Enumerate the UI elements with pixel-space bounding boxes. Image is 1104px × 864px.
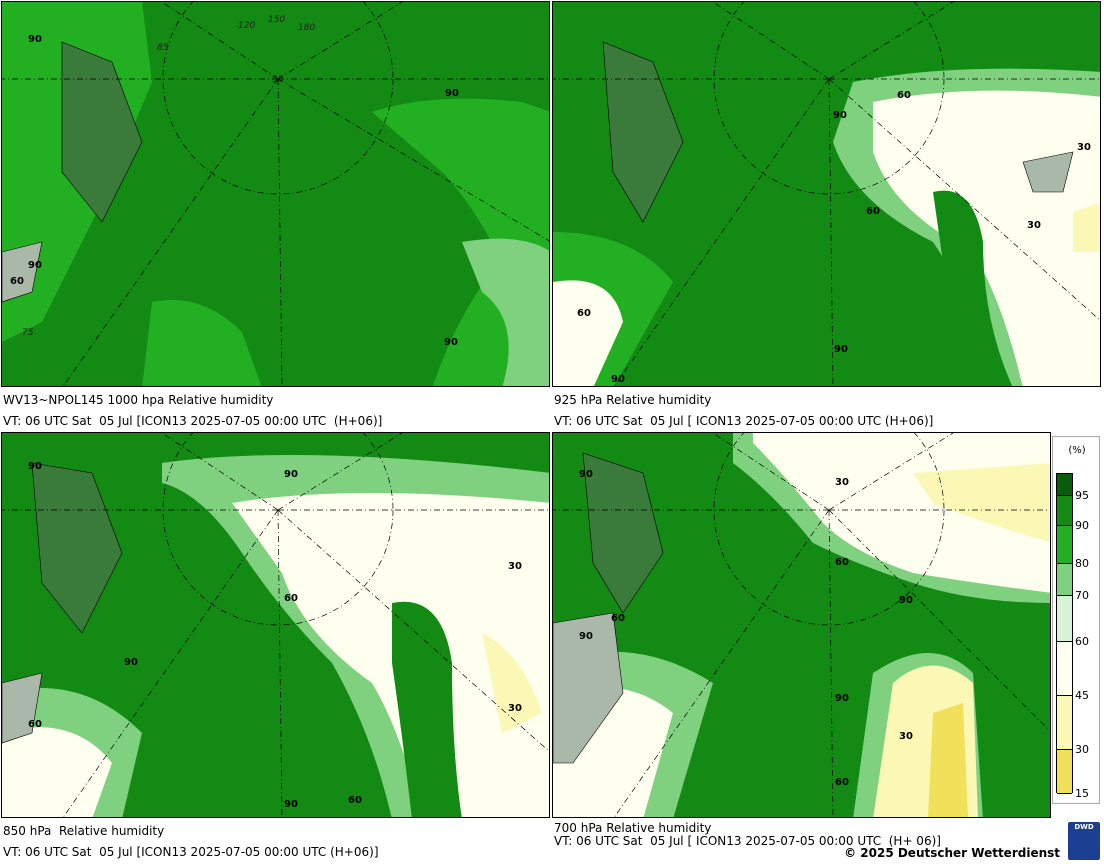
contour-label: 90 bbox=[124, 657, 138, 668]
panel-title: WV13~NPOL145 1000 hpa Relative humidity bbox=[3, 393, 274, 407]
panel-valid-time: VT: 06 UTC Sat 05 Jul [ICON13 2025-07-05… bbox=[3, 414, 383, 428]
legend-tick-label: 30 bbox=[1075, 743, 1089, 756]
humidity-map-850hpa: 90 90 60 30 30 90 60 60 90 bbox=[2, 433, 549, 817]
panel-title: 925 hPa Relative humidity bbox=[554, 393, 712, 407]
contour-label: 90 bbox=[445, 88, 459, 99]
copyright: © 2025 Deutscher Wetterdienst bbox=[844, 846, 1060, 860]
grid-label: 150 bbox=[268, 15, 285, 25]
color-legend: (%) 95 90 80 70 60 45 30 15 bbox=[1052, 436, 1100, 804]
legend-color-bar bbox=[1056, 473, 1073, 794]
grid-label: 85 bbox=[157, 43, 169, 53]
legend-tick-label: 70 bbox=[1075, 589, 1089, 602]
contour-label: 60 bbox=[611, 613, 625, 624]
legend-tick-label: 45 bbox=[1075, 689, 1089, 702]
contour-label: 30 bbox=[835, 477, 849, 488]
contour-label: 60 bbox=[897, 90, 911, 101]
contour-label: 30 bbox=[1077, 142, 1091, 153]
panel-valid-time: VT: 06 UTC Sat 05 Jul [ ICON13 2025-07-0… bbox=[554, 414, 934, 428]
legend-color-segment bbox=[1057, 474, 1072, 496]
legend-color-segment bbox=[1057, 750, 1072, 794]
legend-color-segment bbox=[1057, 526, 1072, 564]
map-panel-925hpa: 60 90 60 30 30 60 90 90 bbox=[552, 1, 1101, 387]
contour-label: 90 bbox=[833, 110, 847, 121]
legend-tick-label: 80 bbox=[1075, 557, 1089, 570]
contour-label: 60 bbox=[835, 777, 849, 788]
contour-label: 90 bbox=[579, 631, 593, 642]
legend-color-segment bbox=[1057, 642, 1072, 696]
panel-valid-time: VT: 06 UTC Sat 05 Jul [ ICON13 2025-07-0… bbox=[554, 834, 941, 848]
humidity-map-700hpa: 90 30 60 90 60 90 90 30 60 bbox=[553, 433, 1050, 817]
contour-label: 60 bbox=[10, 276, 24, 287]
map-panel-700hpa: 90 30 60 90 60 90 90 30 60 bbox=[552, 432, 1051, 818]
panel-title: 850 hPa Relative humidity bbox=[3, 824, 165, 838]
contour-label: 90 bbox=[611, 374, 625, 385]
legend-tick-label: 95 bbox=[1075, 489, 1089, 502]
contour-label: 90 bbox=[284, 799, 298, 810]
panel-valid-time: VT: 06 UTC Sat 05 Jul [ICON13 2025-07-05… bbox=[3, 845, 379, 859]
contour-label: 90 bbox=[899, 595, 913, 606]
contour-label: 30 bbox=[899, 731, 913, 742]
legend-tick-label: 60 bbox=[1075, 635, 1089, 648]
grid-label: 90 bbox=[272, 75, 284, 85]
contour-label: 90 bbox=[444, 337, 458, 348]
grid-label: 120 bbox=[238, 21, 255, 31]
legend-tick-label: 15 bbox=[1075, 787, 1089, 800]
dwd-logo-text: DWD bbox=[1074, 823, 1094, 831]
humidity-map-1000hpa: 120 150 180 90 85 75 90 90 60 90 90 bbox=[2, 2, 549, 386]
contour-label: 90 bbox=[284, 469, 298, 480]
legend-unit: (%) bbox=[1068, 445, 1086, 456]
map-panel-850hpa: 90 90 60 30 30 90 60 60 90 bbox=[1, 432, 550, 818]
contour-label: 60 bbox=[866, 206, 880, 217]
contour-label: 30 bbox=[1027, 220, 1041, 231]
legend-color-segment bbox=[1057, 496, 1072, 526]
contour-label: 30 bbox=[508, 561, 522, 572]
contour-label: 90 bbox=[579, 469, 593, 480]
contour-label: 60 bbox=[284, 593, 298, 604]
contour-label: 60 bbox=[28, 719, 42, 730]
grid-label: 75 bbox=[22, 328, 34, 338]
legend-color-segment bbox=[1057, 596, 1072, 642]
contour-label: 60 bbox=[577, 308, 591, 319]
legend-color-segment bbox=[1057, 564, 1072, 596]
dwd-logo: DWD bbox=[1068, 822, 1100, 860]
legend-tick-label: 90 bbox=[1075, 519, 1089, 532]
contour-label: 90 bbox=[834, 344, 848, 355]
contour-label: 90 bbox=[835, 693, 849, 704]
contour-label: 90 bbox=[28, 461, 42, 472]
grid-label: 180 bbox=[298, 23, 315, 33]
legend-color-segment bbox=[1057, 696, 1072, 750]
humidity-map-925hpa: 60 90 60 30 30 60 90 90 bbox=[553, 2, 1100, 386]
contour-label: 90 bbox=[28, 260, 42, 271]
contour-label: 90 bbox=[28, 34, 42, 45]
map-panel-1000hpa: 120 150 180 90 85 75 90 90 60 90 90 bbox=[1, 1, 550, 387]
panel-title: 700 hPa Relative humidity bbox=[554, 821, 712, 835]
contour-label: 60 bbox=[348, 795, 362, 806]
contour-label: 30 bbox=[508, 703, 522, 714]
contour-label: 60 bbox=[835, 557, 849, 568]
